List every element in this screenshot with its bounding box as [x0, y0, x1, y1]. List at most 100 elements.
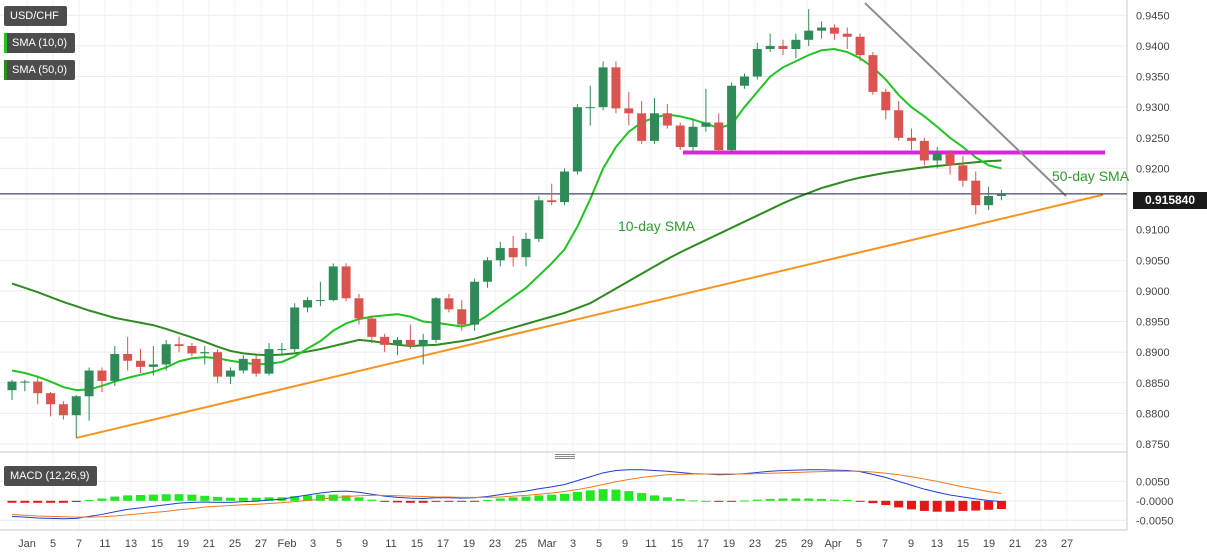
sma10-legend[interactable]: SMA (10,0)	[4, 33, 76, 53]
macd-legend[interactable]: MACD (12,26,9)	[4, 466, 98, 486]
macd-histogram-bar	[958, 500, 968, 511]
macd-histogram-bar	[650, 495, 659, 501]
y-tick-label: 0.9250	[1136, 133, 1170, 145]
x-tick-label: 15	[957, 538, 969, 550]
y-tick-label: 0.8800	[1136, 408, 1170, 420]
macd-histogram-bar	[727, 500, 737, 502]
macd-histogram-bar	[688, 500, 698, 502]
candle-body	[380, 336, 390, 345]
candle-body	[200, 352, 210, 354]
candle-body	[727, 85, 737, 151]
sma50-legend[interactable]: SMA (50,0)	[4, 60, 76, 80]
macd-histogram-bar	[932, 500, 942, 512]
macd-histogram-bar	[303, 495, 313, 501]
candle-body	[701, 122, 711, 127]
macd-histogram-bar	[58, 500, 68, 503]
macd-tick-label: -0.0000	[1136, 496, 1173, 508]
candle-body	[354, 298, 364, 319]
candle-body	[225, 370, 235, 377]
macd-histogram-bar	[251, 497, 261, 501]
macd-histogram-bar	[495, 498, 505, 501]
macd-histogram-bar	[174, 494, 184, 501]
candle-body	[971, 180, 981, 206]
candle-body	[829, 27, 839, 34]
candle-body	[817, 27, 827, 31]
macd-histogram-bar	[110, 496, 120, 501]
macd-histogram-bar	[791, 498, 801, 501]
x-tick-label: Jan	[18, 538, 36, 550]
candle-body	[97, 370, 107, 381]
macd-histogram-bar	[393, 500, 402, 503]
annotation-10day-sma: 10-day SMA	[618, 218, 696, 234]
x-tick-label: 9	[908, 538, 914, 550]
candle-body	[881, 91, 891, 111]
candle-body	[431, 298, 441, 340]
macd-histogram-bar	[457, 500, 467, 502]
candle-body	[624, 108, 634, 114]
macd-histogram-bar	[534, 495, 544, 501]
macd-histogram-bar	[405, 500, 415, 503]
sma10-line	[11, 47, 1002, 392]
candle-body	[393, 339, 402, 345]
candle-body	[752, 48, 762, 77]
candle-body	[46, 393, 56, 405]
macd-histogram-bar	[842, 500, 852, 502]
macd-histogram-bar	[470, 500, 480, 502]
macd-tick-label: 0.0050	[1136, 476, 1170, 488]
macd-histogram-bar	[315, 494, 325, 501]
x-tick-label: 19	[463, 538, 475, 550]
x-tick-label: 7	[76, 538, 82, 550]
downtrend-line	[864, 2, 1067, 197]
pane-resize-handle[interactable]	[555, 454, 575, 459]
candle-body	[919, 140, 929, 161]
candle-body	[7, 381, 17, 391]
macd-histogram-bar	[341, 495, 351, 501]
candle-body	[945, 153, 955, 166]
candle-body	[20, 381, 30, 383]
candle-body	[650, 113, 659, 141]
candle-body	[187, 346, 197, 354]
macd-histogram-bar	[675, 498, 685, 501]
candle-body	[637, 113, 647, 141]
macd-histogram-bar	[33, 500, 43, 503]
y-tick-label: 0.8750	[1136, 439, 1170, 451]
candle-body	[495, 248, 505, 261]
candle-body	[418, 339, 428, 347]
x-tick-label: 11	[385, 538, 396, 550]
x-tick-label: 11	[99, 538, 110, 550]
y-tick-label: 0.9050	[1136, 255, 1170, 267]
candle-body	[932, 153, 942, 161]
macd-histogram-bar	[213, 496, 223, 501]
macd-histogram-bar	[264, 497, 274, 501]
candle-body	[521, 238, 531, 258]
macd-histogram-bar	[97, 498, 107, 501]
y-tick-label: 0.9000	[1136, 286, 1170, 298]
x-tick-label: Feb	[278, 538, 297, 550]
current-price-tag: 0.915840	[1133, 192, 1207, 209]
macd-line	[11, 469, 1002, 520]
x-tick-label: 5	[50, 538, 56, 550]
candle-body	[804, 30, 814, 40]
y-tick-label: 0.9450	[1136, 10, 1170, 22]
candle-body	[560, 171, 570, 203]
symbol-label[interactable]: USD/CHF	[4, 6, 67, 26]
x-tick-label: Mar	[538, 538, 557, 550]
candle-body	[598, 67, 608, 108]
x-tick-label: 29	[801, 538, 813, 550]
x-tick-label: 3	[570, 538, 576, 550]
candle-body	[508, 248, 518, 258]
macd-histogram-bar	[778, 498, 788, 501]
macd-histogram-bar	[881, 500, 891, 506]
macd-histogram-bar	[508, 497, 518, 501]
support-trendline	[76, 193, 1104, 439]
sma50-swatch	[4, 60, 7, 80]
macd-histogram-bar	[444, 500, 454, 502]
x-tick-label: 19	[983, 538, 995, 550]
macd-histogram-bar	[367, 499, 377, 501]
macd-histogram-bar	[431, 500, 441, 502]
candle-body	[174, 344, 184, 347]
candle-body	[662, 113, 672, 126]
macd-histogram-bar	[238, 497, 248, 501]
macd-histogram-bar	[7, 500, 17, 503]
